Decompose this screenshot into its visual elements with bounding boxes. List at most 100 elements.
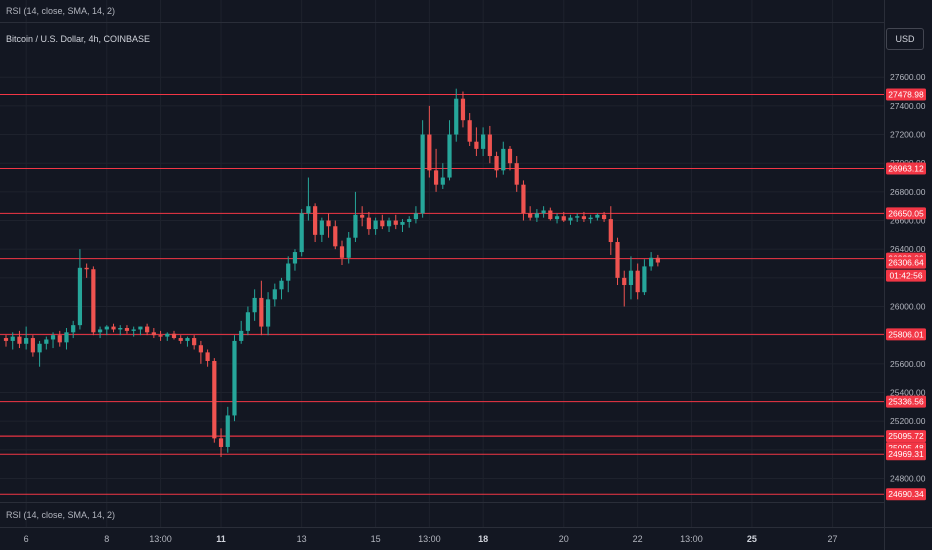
time-tick-label: 20 [559,534,569,544]
price-label-box [886,488,926,501]
price-level-label[interactable]: 26650.05 [886,207,926,220]
candle-body [17,336,22,344]
price-level-label[interactable]: 24969.31 [886,448,926,461]
candle-body [346,237,351,258]
candle-body [225,415,230,447]
price-label-box [886,448,926,461]
price-label-text: 24969.31 [888,449,924,459]
candle-body [299,213,304,253]
candle-body [380,220,385,227]
price-label-box [886,328,926,341]
price-tick-label: 25200.00 [890,416,926,426]
candle-body [575,216,580,218]
candle-body [373,220,378,230]
candle-body [642,266,647,293]
candle-body [286,263,291,281]
price-level-label[interactable]: 25806.01 [886,328,926,341]
price-label-box [886,395,926,408]
candle-body [360,214,365,218]
time-tick-label: 11 [216,534,226,544]
candle-body [212,360,217,439]
price-tick-label: 24800.00 [890,474,926,484]
candle-body [400,221,405,225]
price-level-label[interactable]: 26306.64 [886,256,926,269]
candle-body [581,216,587,220]
candle-body [77,267,83,326]
candle-body [622,277,627,286]
candle-body [595,214,600,218]
candle-body [413,213,419,220]
candle-body [131,329,136,331]
candle-body [514,163,519,185]
candle-body [528,213,533,218]
indicator-label-top[interactable]: RSI (14, close, SMA, 14, 2) [6,6,116,16]
candle-body [494,156,499,171]
currency-button[interactable]: USD [886,28,924,50]
price-label-box [886,162,926,175]
candle-body [165,333,170,337]
candle-body [333,226,338,247]
candle-body [185,338,190,341]
candle-body [460,98,466,121]
price-label-text: 24690.34 [888,489,924,499]
candle-body [554,216,560,220]
candle-body [138,326,143,330]
price-level-label[interactable]: 27478.98 [886,88,926,101]
candle-body [10,336,15,341]
price-level-label[interactable]: 26963.12 [886,162,926,175]
time-tick-label: 13:00 [680,534,703,544]
candle-body [292,252,298,264]
price-label-box [886,88,926,101]
price-label-box [886,269,926,282]
candle-body [601,214,607,220]
price-label-text: 25336.56 [888,397,924,407]
price-label-text: 25806.01 [888,329,924,339]
candle-body [427,134,432,171]
price-label-text: 27478.98 [888,90,924,100]
candle-body [205,352,210,361]
price-level-label[interactable]: 25336.56 [886,395,926,408]
candle-body [50,335,56,340]
candle-body [111,326,116,330]
candle-body [279,280,284,290]
candle-body [171,333,177,339]
candle-body [487,134,492,157]
candle-body [393,220,398,225]
candle-body [84,267,89,270]
price-level-label[interactable]: 25095.72 [886,430,926,443]
candle-body [57,335,62,343]
candle-body [30,338,35,353]
candle-body [37,343,42,353]
candle-body [467,120,472,142]
candle-body [386,220,392,227]
price-tick-label: 26400.00 [890,244,926,254]
time-tick-label: 22 [633,534,643,544]
candle-body [548,210,553,220]
candle-body [635,270,640,293]
candle-body [259,297,264,327]
time-tick-label: 15 [371,534,381,544]
time-tick-label: 13:00 [418,534,441,544]
candle-body [198,345,203,353]
candle-body [420,134,425,214]
candle-body [151,332,156,336]
symbol-title: Bitcoin / U.S. Dollar, 4h, COINBASE [6,34,151,44]
candle-body [232,340,237,416]
candle-body [440,177,445,185]
price-tick-label: 27600.00 [890,72,926,82]
price-level-label[interactable]: 01:42:56 [886,269,926,282]
price-level-label[interactable]: 24690.34 [886,488,926,501]
candle-body [245,312,251,331]
candle-body [24,338,29,344]
indicator-label-bottom[interactable]: RSI (14, close, SMA, 14, 2) [6,510,116,520]
candle-body [97,329,103,333]
price-label-text: 26963.12 [888,163,924,173]
candle-body [71,325,76,333]
price-tick-label: 25400.00 [890,388,926,398]
price-tick-label: 26000.00 [890,302,926,312]
price-tick-label: 27200.00 [890,130,926,140]
candle-body [104,326,109,330]
candle-body [313,206,318,235]
